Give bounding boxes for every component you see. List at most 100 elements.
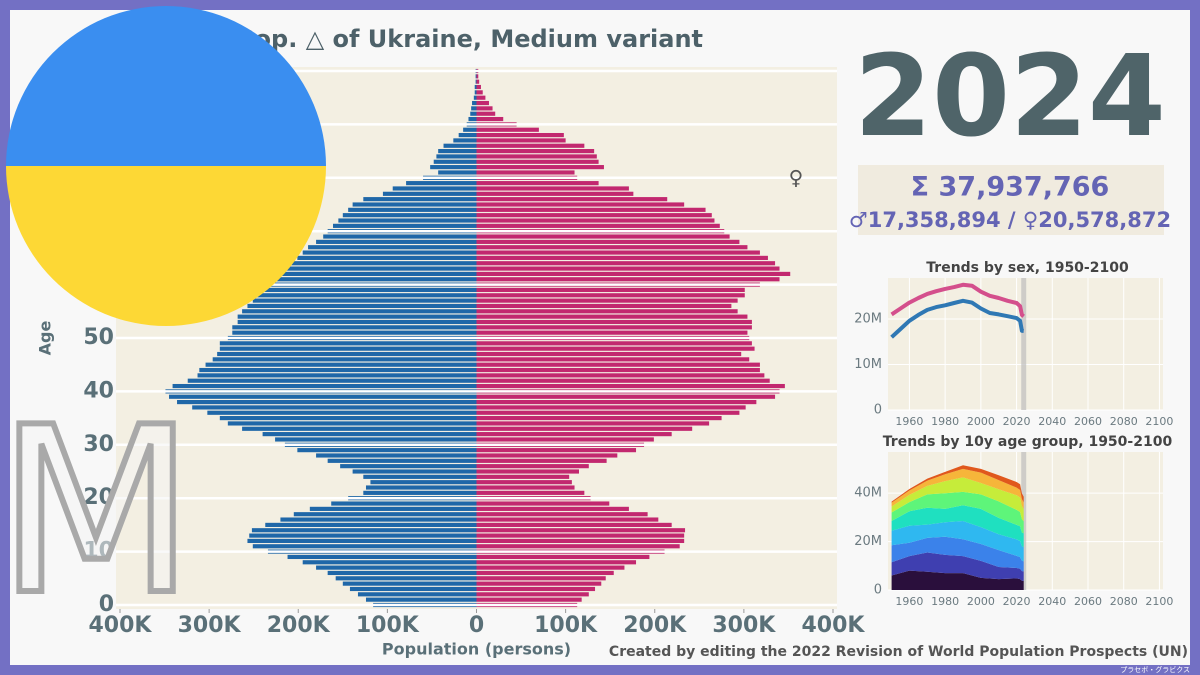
male-bar: [237, 314, 477, 319]
male-bar: [357, 592, 477, 597]
male-bar: [265, 522, 477, 527]
male-bar: [247, 538, 477, 544]
overlay: Pop. △ of Ukraine, Medium variant M ♀ 20…: [0, 6, 1190, 674]
female-bar: [476, 421, 710, 426]
female-bar: [476, 416, 722, 421]
male-bar: [316, 565, 477, 570]
female-bar: [476, 362, 760, 367]
male-bar: [443, 143, 477, 148]
female-bar: [476, 501, 610, 506]
female-bar: [476, 127, 539, 132]
male-bar: [242, 426, 477, 431]
female-bar: [476, 485, 575, 490]
male-bar: [348, 207, 477, 212]
male-bar: [363, 197, 477, 202]
x-tick-label: 1960: [895, 595, 923, 608]
x-tick-label: 200K: [267, 613, 331, 638]
female-bar: [476, 84, 481, 90]
female-bar: [476, 277, 780, 282]
female-bar: [476, 266, 780, 271]
male-bar: [302, 560, 477, 565]
trend-line: [890, 298, 1024, 339]
female-bar: [476, 394, 776, 399]
female-bar: [476, 533, 685, 538]
x-tick-label: 2000: [967, 415, 995, 428]
male-bar: [406, 181, 477, 186]
year: 2024: [854, 32, 1166, 162]
female-bar: [476, 170, 575, 175]
male-bar: [212, 357, 477, 362]
male-bar: [217, 351, 477, 357]
female-bar: [476, 255, 768, 260]
female-bar: [476, 149, 595, 154]
male-bar: [302, 250, 477, 255]
female-bar: [476, 490, 585, 495]
male-bar: [242, 309, 477, 314]
male-bar: [197, 373, 477, 378]
female-bar: [476, 186, 629, 191]
female-bar: [476, 197, 668, 202]
female-bar: [476, 426, 693, 431]
female-bar: [476, 560, 637, 565]
male-bar: [327, 458, 477, 463]
male-bar: [257, 293, 477, 298]
male-bar: [474, 90, 477, 95]
x-tick-label: 2040: [1038, 595, 1066, 608]
male-bar: [293, 512, 477, 517]
male-bar: [275, 437, 477, 442]
x-tick-label: 2100: [1145, 595, 1173, 608]
male-bar: [340, 464, 477, 469]
age-group-area: [891, 465, 1024, 503]
male-bar: [252, 544, 477, 549]
female-bar: [476, 213, 712, 218]
female-bar: [476, 506, 629, 511]
female-bar: [476, 399, 757, 405]
male-bar: [205, 362, 477, 367]
x-axis-label: Population (persons): [382, 640, 571, 659]
male-bar: [297, 448, 477, 453]
x-tick-label: 2080: [1110, 415, 1138, 428]
male-bar: [316, 453, 477, 458]
variant-letter: M: [0, 379, 195, 646]
chart-title: Trends by sex, 1950-2100: [926, 260, 1129, 276]
female-bar: [476, 159, 599, 164]
x-tick-label: 200K: [623, 613, 687, 638]
female-bar: [476, 341, 752, 346]
male-bar: [192, 405, 477, 410]
x-tick-label: 300K: [712, 613, 776, 638]
male-bar: [277, 271, 477, 277]
male-bar: [232, 325, 477, 330]
x-tick-label: 2100: [1145, 415, 1173, 428]
male-bar: [283, 266, 477, 271]
male-bar: [249, 533, 477, 538]
x-tick-label: 2020: [1003, 415, 1031, 428]
x-tick-label: 1960: [895, 415, 923, 428]
male-bar: [475, 74, 477, 79]
male-bar: [473, 95, 477, 100]
female-bar: [476, 132, 564, 138]
chart-title: Trends by 10y age group, 1950-2100: [883, 434, 1173, 450]
female-bar: [476, 250, 760, 255]
female-bar: [476, 592, 589, 597]
male-bar: [187, 378, 477, 383]
male-bar: [227, 421, 477, 426]
trend-line: [890, 282, 1025, 318]
pyramid-title: Pop. △ of Ukraine, Medium variant: [237, 25, 703, 53]
male-bar: [363, 474, 477, 479]
female-bar: [476, 191, 634, 196]
sex-marker: ♀: [789, 166, 804, 190]
age-group-area: [891, 521, 1024, 562]
female-bar: [476, 453, 618, 458]
male-bar: [475, 79, 477, 84]
female-bar: [476, 100, 489, 106]
female-bar: [476, 309, 738, 314]
male-bar: [436, 154, 477, 159]
male-bar: [199, 367, 477, 373]
x-tick-label: 2040: [1038, 415, 1066, 428]
male-bar: [365, 485, 477, 490]
total: Σ 37,937,766: [911, 172, 1110, 203]
female-bar: [476, 325, 752, 330]
female-bar: [476, 143, 585, 148]
female-bar: [476, 367, 760, 373]
